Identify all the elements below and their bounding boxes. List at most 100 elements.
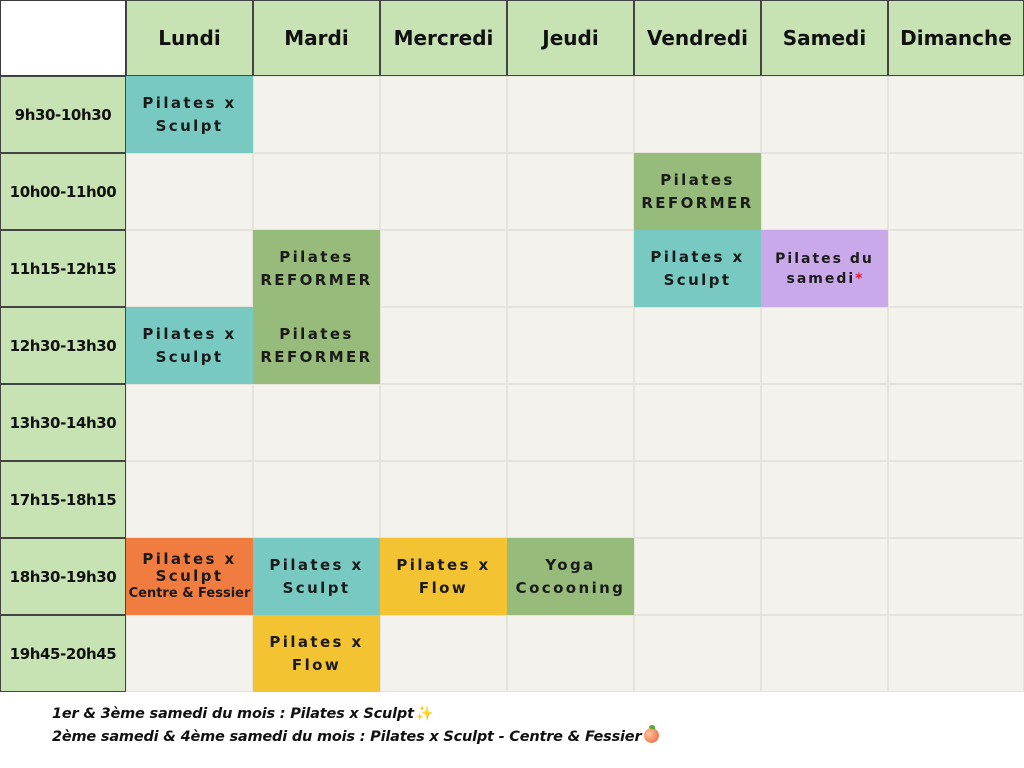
time-slot: 17h15-18h15 <box>0 461 126 538</box>
class-line: Sculpt <box>282 578 351 597</box>
class-block-pilates-reformer[interactable]: Pilates REFORMER <box>253 230 380 307</box>
empty-cell <box>126 615 253 692</box>
day-header-mardi: Mardi <box>253 0 380 76</box>
class-line: Pilates x <box>142 93 237 112</box>
class-line: Pilates du <box>775 250 874 267</box>
day-header-jeudi: Jeudi <box>507 0 634 76</box>
time-slot: 12h30-13h30 <box>0 307 126 384</box>
class-block-pilates-sculpt[interactable]: Pilates x Sculpt <box>126 76 253 153</box>
empty-cell <box>888 230 1024 307</box>
empty-cell <box>126 153 253 230</box>
empty-cell <box>761 538 888 615</box>
class-line: Sculpt <box>155 347 224 366</box>
note-text: 1er & 3ème samedi du mois : Pilates x Sc… <box>52 706 414 722</box>
empty-cell <box>253 153 380 230</box>
empty-cell <box>761 307 888 384</box>
empty-cell <box>126 461 253 538</box>
empty-cell <box>761 615 888 692</box>
class-line: Pilates x <box>396 555 491 574</box>
empty-cell <box>507 153 634 230</box>
class-line: Pilates x <box>269 555 364 574</box>
class-line: Pilates x <box>142 550 237 568</box>
empty-cell <box>380 615 507 692</box>
empty-cell <box>761 384 888 461</box>
empty-cell <box>634 538 761 615</box>
empty-cell <box>761 76 888 153</box>
empty-cell <box>380 384 507 461</box>
empty-cell <box>380 307 507 384</box>
empty-cell <box>634 461 761 538</box>
empty-cell <box>888 307 1024 384</box>
class-line: samedi* <box>786 269 862 289</box>
class-block-pilates-flow[interactable]: Pilates x Flow <box>253 615 380 692</box>
note-text: 2ème samedi & 4ème samedi du mois : Pila… <box>52 729 642 745</box>
empty-cell <box>507 615 634 692</box>
empty-cell <box>126 230 253 307</box>
class-block-pilates-sculpt[interactable]: Pilates x Sculpt <box>126 307 253 384</box>
time-slot: 9h30-10h30 <box>0 76 126 153</box>
class-block-pilates-sculpt[interactable]: Pilates x Sculpt <box>634 230 761 307</box>
class-line: Yoga <box>545 555 596 574</box>
class-line: Sculpt <box>155 567 224 585</box>
empty-cell <box>761 153 888 230</box>
class-line: Flow <box>418 578 469 597</box>
time-slot: 11h15-12h15 <box>0 230 126 307</box>
class-line: Sculpt <box>663 270 732 289</box>
weekly-schedule-table: Lundi Mardi Mercredi Jeudi Vendredi Same… <box>0 0 1024 692</box>
empty-cell <box>634 76 761 153</box>
class-line: Pilates <box>660 170 735 189</box>
class-line: Centre & Fessier <box>128 586 251 601</box>
empty-cell <box>253 461 380 538</box>
corner-cell <box>0 0 126 76</box>
empty-cell <box>888 461 1024 538</box>
class-block-pilates-reformer[interactable]: Pilates REFORMER <box>253 307 380 384</box>
class-line: Sculpt <box>155 116 224 135</box>
empty-cell <box>507 230 634 307</box>
schedule-notes: 1er & 3ème samedi du mois : Pilates x Sc… <box>52 703 660 749</box>
empty-cell <box>634 615 761 692</box>
note-line-2: 2ème samedi & 4ème samedi du mois : Pila… <box>52 725 660 749</box>
class-block-pilates-sculpt[interactable]: Pilates x Sculpt <box>253 538 380 615</box>
class-line: Pilates x <box>269 632 364 651</box>
class-line: Pilates <box>279 324 354 343</box>
class-block-pilates-reformer[interactable]: Pilates REFORMER <box>634 153 761 230</box>
empty-cell <box>507 76 634 153</box>
empty-cell <box>253 76 380 153</box>
class-block-pilates-sculpt-centre-fessier[interactable]: Pilates x Sculpt Centre & Fessier <box>126 538 253 615</box>
time-slot: 19h45-20h45 <box>0 615 126 692</box>
day-header-mercredi: Mercredi <box>380 0 507 76</box>
empty-cell <box>507 307 634 384</box>
day-header-dimanche: Dimanche <box>888 0 1024 76</box>
time-slot: 13h30-14h30 <box>0 384 126 461</box>
class-line: REFORMER <box>641 193 754 212</box>
empty-cell <box>888 384 1024 461</box>
class-line-text: samedi <box>786 270 856 287</box>
empty-cell <box>380 153 507 230</box>
day-header-vendredi: Vendredi <box>634 0 761 76</box>
class-block-yoga-cocooning[interactable]: Yoga Cocooning <box>507 538 634 615</box>
class-line: Pilates x <box>650 247 745 266</box>
note-line-1: 1er & 3ème samedi du mois : Pilates x Sc… <box>52 703 659 726</box>
class-line: Cocooning <box>515 578 626 597</box>
empty-cell <box>761 461 888 538</box>
class-block-pilates-flow[interactable]: Pilates x Flow <box>380 538 507 615</box>
asterisk-mark: * <box>855 270 863 287</box>
class-line: Pilates <box>279 247 354 266</box>
empty-cell <box>888 615 1024 692</box>
empty-cell <box>888 153 1024 230</box>
empty-cell <box>126 384 253 461</box>
empty-cell <box>634 384 761 461</box>
day-header-lundi: Lundi <box>126 0 253 76</box>
class-block-pilates-du-samedi[interactable]: Pilates du samedi* <box>761 230 888 307</box>
time-slot: 10h00-11h00 <box>0 153 126 230</box>
time-slot: 18h30-19h30 <box>0 538 126 615</box>
class-line: Pilates x <box>142 324 237 343</box>
day-header-samedi: Samedi <box>761 0 888 76</box>
empty-cell <box>380 230 507 307</box>
empty-cell <box>380 461 507 538</box>
peach-icon <box>644 725 660 743</box>
empty-cell <box>253 384 380 461</box>
sparkles-icon: ✨ <box>415 706 434 722</box>
empty-cell <box>507 461 634 538</box>
empty-cell <box>507 384 634 461</box>
